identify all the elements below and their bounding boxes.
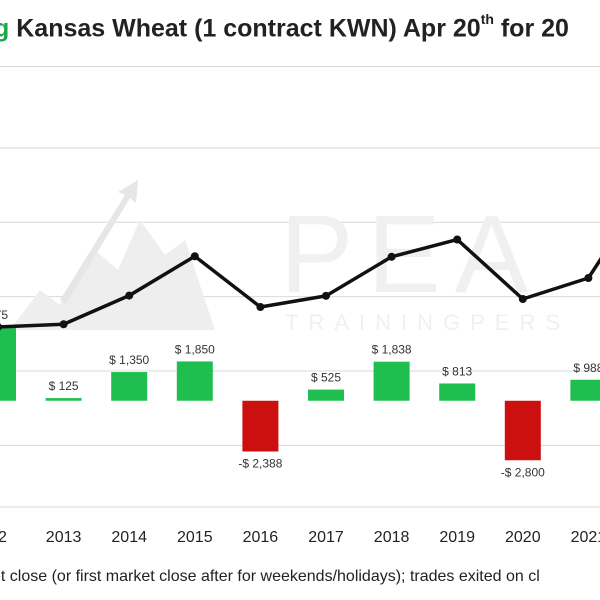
x-tick-label-2013: 2013 xyxy=(46,529,82,546)
data-labels: 475 $ 125 $ 1,350 $ 1,850 -$ 2,388 $ 525 $ 1,8… xyxy=(0,308,600,479)
data-label-2021: $ 988 xyxy=(573,361,600,375)
x-tick-label-2017: 2017 xyxy=(308,529,344,546)
title-divider xyxy=(0,66,600,67)
footnote: et close (or first market close after fo… xyxy=(0,568,540,585)
cumulative-point xyxy=(125,291,134,300)
x-tick-label-2015: 2015 xyxy=(177,529,213,546)
chart-title-tail: for 20 xyxy=(493,14,569,43)
cumulative-point xyxy=(59,320,68,329)
data-label-2019: $ 813 xyxy=(442,364,472,378)
data-label-2014: $ 1,350 xyxy=(109,353,149,367)
chart-title-superscript: th xyxy=(480,11,494,27)
x-tick-label-12: 12 xyxy=(0,529,7,546)
data-label-2016: -$ 2,388 xyxy=(238,456,282,470)
cumulative-line xyxy=(0,235,600,331)
bar-2015 xyxy=(176,361,213,401)
cumulative-point xyxy=(584,274,593,283)
bars xyxy=(0,326,600,461)
x-tick-label-2016: 2016 xyxy=(243,529,279,546)
chart-title: g Kansas Wheat (1 contract KWN) Apr 20th… xyxy=(0,11,569,43)
chart-title-lead: g xyxy=(0,14,10,43)
data-label-2020: -$ 2,800 xyxy=(501,465,545,479)
x-tick-label-2021: 2021 xyxy=(571,529,600,546)
bar-2014 xyxy=(111,372,148,401)
watermark-subtext: TRAININGPERS xyxy=(285,310,570,335)
x-tick-label-2019: 2019 xyxy=(439,529,475,546)
x-tick-label-2014: 2014 xyxy=(111,529,147,546)
watermark-arrow-icon xyxy=(60,180,138,304)
chart-title-main: Kansas Wheat (1 contract KWN) Apr 20 xyxy=(16,14,481,43)
bar-2017 xyxy=(308,389,344,401)
cumulative-point xyxy=(190,252,199,261)
x-tick-label-2020: 2020 xyxy=(505,529,541,546)
cumulative-point xyxy=(0,323,2,331)
x-axis: 12 2013 2014 2015 2016 2017 2018 2019 2020 2021 xyxy=(0,506,600,546)
cumulative-point xyxy=(256,302,265,311)
bar-2016 xyxy=(242,400,279,452)
cumulative-point xyxy=(387,252,396,261)
gridlines xyxy=(0,147,600,446)
cumulative-point xyxy=(322,291,330,300)
data-label-2015: $ 1,850 xyxy=(175,342,215,356)
watermark-mountain-icon xyxy=(10,220,215,330)
cumulative-point xyxy=(453,235,462,244)
data-label-2013: $ 125 xyxy=(49,379,79,393)
cumulative-point xyxy=(518,295,527,304)
data-label-2017: $ 525 xyxy=(311,371,341,385)
bar-2018 xyxy=(373,361,410,401)
bar-2021 xyxy=(570,379,600,401)
bar-2013 xyxy=(45,398,82,401)
bar-12 xyxy=(0,326,16,401)
x-tick-label-2018: 2018 xyxy=(374,529,410,546)
bar-2019 xyxy=(439,383,476,401)
data-label-2018: $ 1,838 xyxy=(372,343,412,357)
data-label-12: 475 xyxy=(0,308,8,322)
bar-2020 xyxy=(504,400,541,461)
